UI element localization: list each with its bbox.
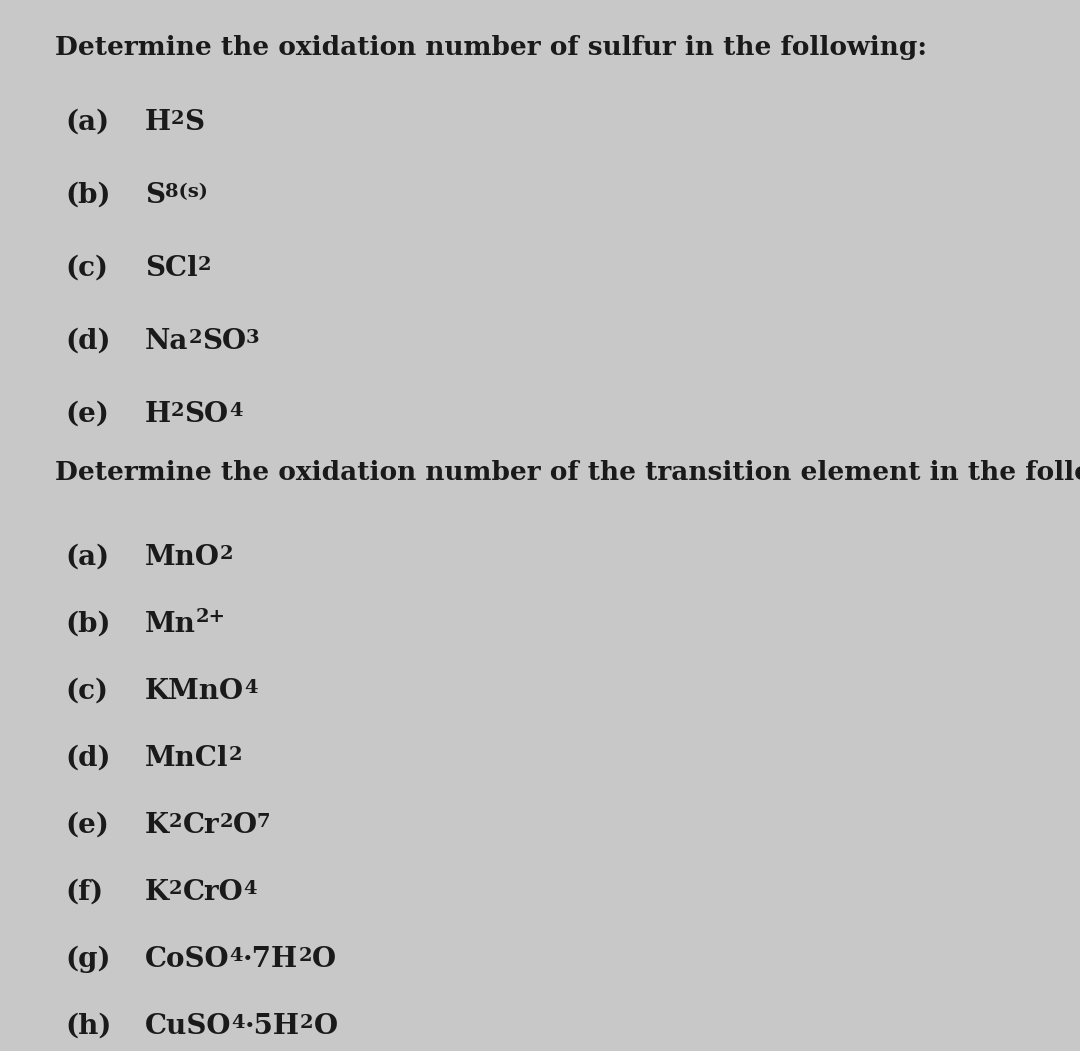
Text: 3: 3 — [246, 329, 259, 347]
Text: (g): (g) — [65, 946, 110, 973]
Text: 2: 2 — [219, 813, 233, 831]
Text: (b): (b) — [65, 182, 110, 209]
Text: (f): (f) — [65, 879, 103, 906]
Text: (c): (c) — [65, 255, 108, 282]
Text: O: O — [313, 1013, 338, 1040]
Text: 2: 2 — [171, 110, 185, 128]
Text: 4: 4 — [230, 947, 243, 965]
Text: 2: 2 — [300, 1014, 313, 1032]
Text: H: H — [145, 401, 171, 428]
Text: 2: 2 — [220, 545, 233, 563]
Text: KMnO: KMnO — [145, 678, 244, 705]
Text: O: O — [233, 812, 257, 839]
Text: (e): (e) — [65, 401, 109, 428]
Text: (h): (h) — [65, 1013, 111, 1040]
Text: Na: Na — [145, 328, 188, 355]
Text: K: K — [145, 812, 170, 839]
Text: (d): (d) — [65, 745, 110, 772]
Text: (b): (b) — [65, 611, 110, 638]
Text: (e): (e) — [65, 812, 109, 839]
Text: S: S — [185, 109, 204, 136]
Text: 2: 2 — [171, 401, 185, 420]
Text: SCl: SCl — [145, 255, 198, 282]
Text: 2+: 2+ — [195, 607, 226, 626]
Text: S: S — [145, 182, 165, 209]
Text: SO: SO — [185, 401, 229, 428]
Text: O: O — [312, 946, 336, 973]
Text: CrO: CrO — [183, 879, 243, 906]
Text: Cr: Cr — [183, 812, 219, 839]
Text: 4: 4 — [244, 679, 258, 697]
Text: 4: 4 — [231, 1014, 245, 1032]
Text: 2: 2 — [298, 947, 312, 965]
Text: ·5H: ·5H — [245, 1013, 300, 1040]
Text: 4: 4 — [229, 401, 242, 420]
Text: K: K — [145, 879, 170, 906]
Text: 2: 2 — [170, 880, 183, 898]
Text: (a): (a) — [65, 544, 109, 571]
Text: (a): (a) — [65, 109, 109, 136]
Text: Mn: Mn — [145, 611, 195, 638]
Text: CoSO: CoSO — [145, 946, 230, 973]
Text: Determine the oxidation number of sulfur in the following:: Determine the oxidation number of sulfur… — [55, 35, 927, 60]
Text: 2: 2 — [170, 813, 183, 831]
Text: SO: SO — [202, 328, 246, 355]
Text: 2: 2 — [229, 746, 242, 764]
Text: MnCl: MnCl — [145, 745, 229, 772]
Text: (d): (d) — [65, 328, 110, 355]
Text: 2: 2 — [188, 329, 202, 347]
Text: CuSO: CuSO — [145, 1013, 231, 1040]
Text: (c): (c) — [65, 678, 108, 705]
Text: 7: 7 — [257, 813, 270, 831]
Text: 8(s): 8(s) — [165, 183, 207, 201]
Text: 2: 2 — [198, 256, 211, 274]
Text: ·7H: ·7H — [243, 946, 298, 973]
Text: MnO: MnO — [145, 544, 220, 571]
Text: 4: 4 — [243, 880, 257, 898]
Text: H: H — [145, 109, 171, 136]
Text: Determine the oxidation number of the transition element in the following:: Determine the oxidation number of the tr… — [55, 460, 1080, 485]
